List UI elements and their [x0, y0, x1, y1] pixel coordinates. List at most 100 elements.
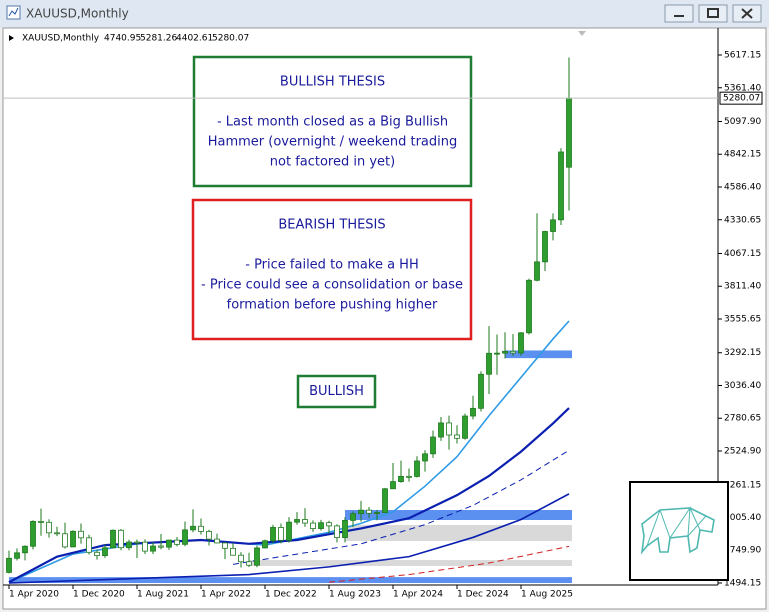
- x-tick-label: 1 Dec 2020: [73, 590, 125, 600]
- candle-body: [462, 415, 468, 439]
- candle-body: [46, 521, 52, 534]
- axis: 5617.15 5361.40 5097.90 4842.15 4586.40 4330.…: [8, 51, 763, 600]
- candle-body: [406, 475, 412, 478]
- candle-body: [126, 541, 132, 549]
- candle-body: [262, 540, 268, 549]
- candle-body: [558, 151, 564, 221]
- candle-body: [438, 422, 444, 438]
- candle-body: [190, 525, 196, 531]
- x-tick-label: 1 Dec 2024: [457, 590, 509, 600]
- candle-body: [358, 509, 364, 515]
- header-value: 4402.61: [176, 34, 213, 44]
- window-title: XAUUSD,Monthly: [26, 7, 129, 21]
- moving-average: [232, 449, 570, 565]
- candle-body: [278, 527, 284, 541]
- close-button[interactable]: [732, 4, 762, 23]
- shift-marker: [578, 31, 586, 36]
- candle-body: [374, 512, 380, 514]
- candle-body: [78, 530, 84, 539]
- candle-body: [526, 279, 532, 334]
- y-tick-label: 5361.40: [724, 83, 761, 93]
- y-tick-label: 4330.65: [724, 215, 761, 225]
- candle-body: [550, 219, 556, 232]
- candle-body: [502, 350, 508, 354]
- annotation-box: [191, 198, 473, 341]
- candle-body: [518, 332, 524, 354]
- candle-body: [142, 541, 148, 552]
- candle-body: [6, 557, 12, 573]
- annotation-line: - Price failed to make a HH: [245, 258, 418, 273]
- y-tick-label: 5617.15: [724, 51, 761, 61]
- y-tick-label: 1494.15: [724, 579, 761, 589]
- y-tick-label: 5097.90: [724, 117, 761, 127]
- x-tick-label: 1 Apr 2020: [9, 590, 59, 600]
- candle-body: [62, 533, 68, 548]
- moving-average: [328, 545, 570, 583]
- minimize-button[interactable]: [664, 4, 694, 23]
- candle-body: [206, 531, 212, 540]
- candle-body: [14, 552, 20, 559]
- candle-body: [30, 521, 36, 547]
- candle-body: [22, 545, 28, 554]
- candle-body: [534, 261, 540, 281]
- candle-body: [182, 529, 188, 545]
- candle-body: [470, 407, 476, 417]
- candle-body: [382, 488, 388, 513]
- restore-button[interactable]: [698, 4, 728, 23]
- candle-body: [102, 547, 108, 557]
- zone: [9, 577, 572, 583]
- candle-body: [238, 554, 244, 563]
- annotation-line: formation before pushing higher: [227, 298, 438, 313]
- symbol-marker: [9, 35, 14, 41]
- header-value: 5280.07: [212, 34, 249, 44]
- annotation-line: Hammer (overnight / weekend trading: [208, 135, 458, 150]
- zones: [9, 350, 572, 583]
- y-tick-label: 4067.15: [724, 249, 761, 259]
- zone: [505, 350, 572, 359]
- candle-body: [158, 545, 164, 548]
- candle-body: [230, 547, 236, 556]
- price-box-label: 5280.07: [723, 94, 760, 104]
- candle-body: [342, 519, 348, 538]
- annotation-box: [192, 55, 473, 188]
- candle-body: [134, 541, 140, 544]
- candle-body: [270, 527, 276, 542]
- candle-body: [350, 513, 356, 521]
- candle-body: [94, 551, 100, 557]
- y-tick-label: 3036.40: [724, 381, 761, 391]
- candle-body: [414, 460, 420, 477]
- annotations: BULLISH THESIS - Last month closed as a B…: [191, 55, 473, 409]
- y-tick-label: 2780.65: [724, 414, 761, 424]
- moving-average: [8, 493, 570, 584]
- title-bar: [0, 0, 769, 28]
- x-tick-label: 1 Apr 2022: [201, 590, 251, 600]
- symbol-label: XAUUSD,Monthly: [22, 34, 100, 44]
- x-tick-label: 1 Apr 2024: [393, 590, 443, 600]
- candle-body: [198, 525, 204, 532]
- y-tick-label: 4586.40: [724, 183, 761, 193]
- candle-body: [510, 350, 516, 354]
- zone: [345, 525, 572, 542]
- candle-body: [494, 352, 500, 355]
- candle-body: [310, 522, 316, 529]
- annotation-title: BULLISH THESIS: [280, 75, 385, 90]
- x-tick-label: 1 Aug 2023: [329, 590, 381, 600]
- candle-body: [110, 529, 116, 549]
- annotation-line: - Price could see a consolidation or bas…: [201, 278, 463, 293]
- y-tick-label: 2005.40: [724, 513, 761, 523]
- candle-body: [422, 453, 428, 462]
- candle-body: [70, 530, 76, 548]
- candle-body: [566, 97, 572, 168]
- candle-body: [542, 231, 548, 263]
- zone: [249, 560, 572, 566]
- candles: [6, 57, 572, 574]
- candle-body: [326, 522, 332, 527]
- window-icon-line: [8, 7, 19, 17]
- candle-body: [478, 373, 484, 409]
- y-tick-label: 1749.90: [724, 546, 761, 556]
- candle-body: [398, 475, 404, 482]
- annotation-box: [296, 374, 377, 409]
- logo: [629, 481, 729, 581]
